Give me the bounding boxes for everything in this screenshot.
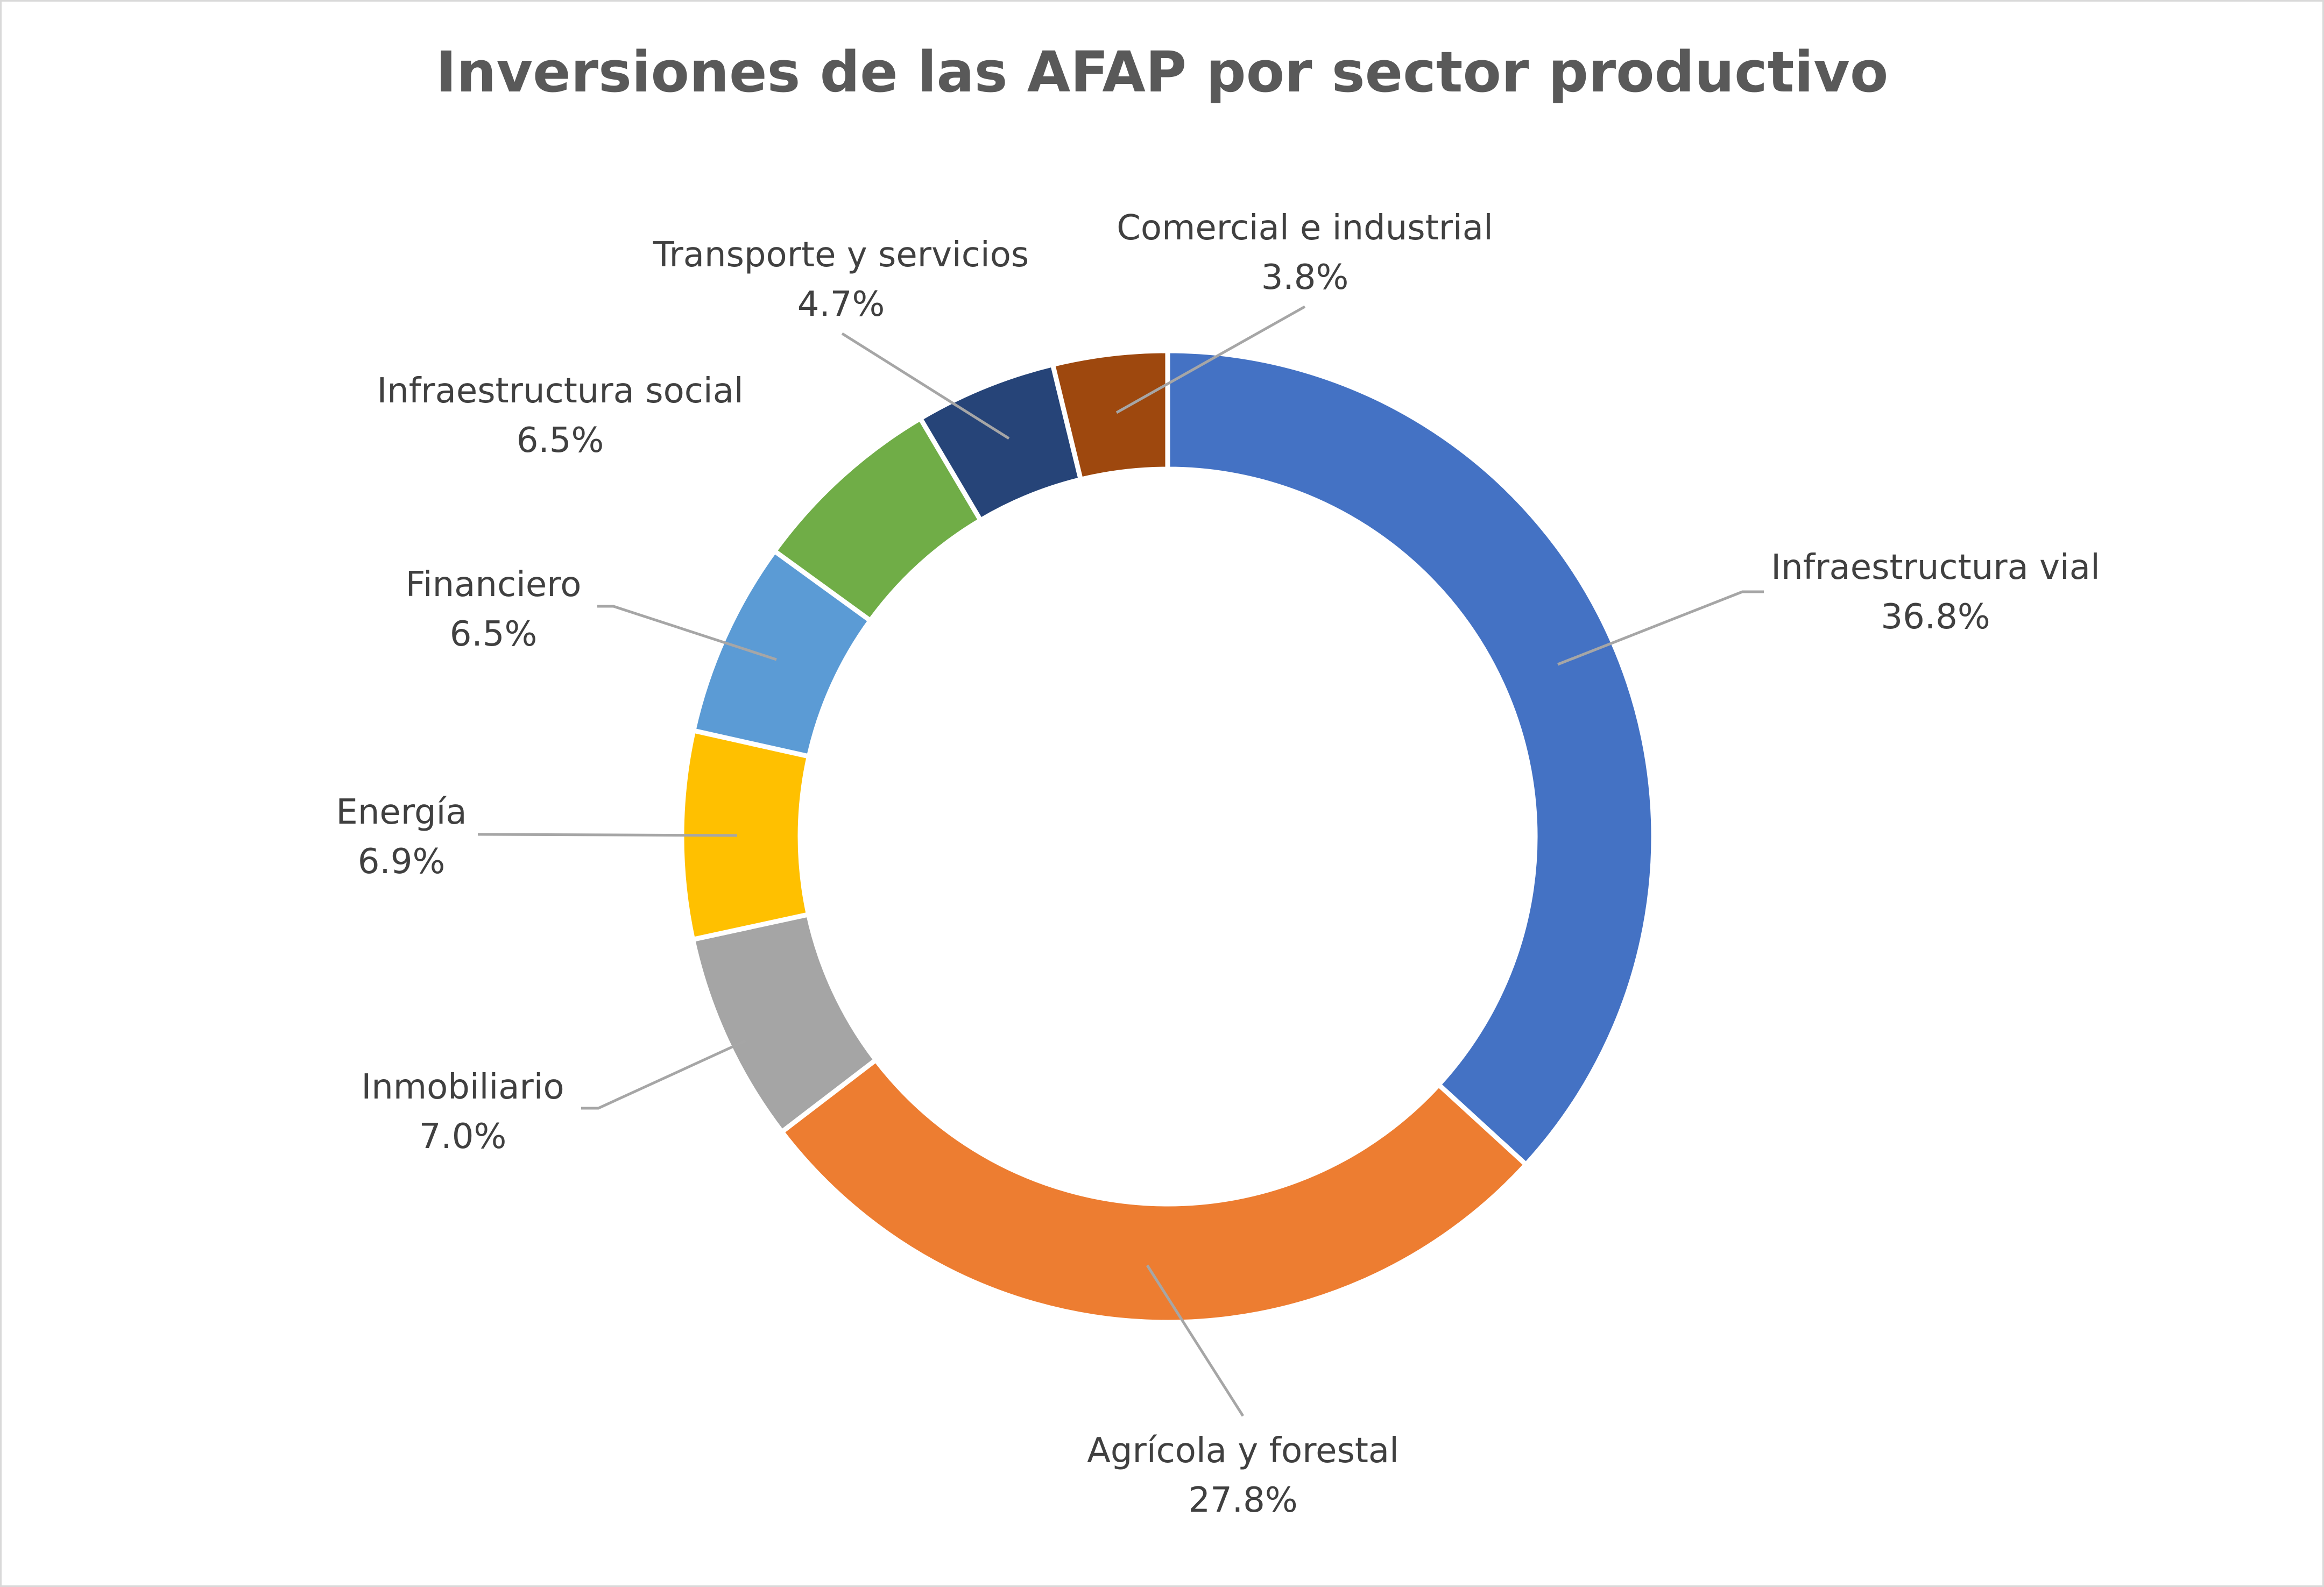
chart-title: Inversiones de las AFAP por sector produ…: [435, 39, 1889, 105]
leader-lines: [477, 305, 1764, 1417]
leader-line: [477, 833, 738, 837]
slice-label-percent: 27.8%: [1188, 1480, 1297, 1520]
slice-label-percent: 6.9%: [358, 842, 446, 882]
slice-label-percent: 7.0%: [419, 1117, 507, 1157]
slice-label-name: Infraestructura social: [377, 371, 743, 411]
slice-label-percent: 6.5%: [517, 421, 604, 460]
leader-line: [597, 605, 777, 661]
slice-infraestructura-vial: [1165, 348, 1656, 1168]
slice-label-name: Comercial e industrial: [1117, 208, 1493, 248]
leader-line: [841, 332, 1010, 440]
data-labels: Infraestructura vial 36.8% Agrícola y fore…: [336, 208, 2100, 1520]
slice-label-name: Financiero: [406, 565, 582, 605]
leader-line: [1115, 305, 1306, 414]
leader-line: [1146, 1264, 1245, 1417]
slice-label-percent: 3.8%: [1261, 258, 1349, 297]
slice-label-name: Energía: [336, 792, 467, 832]
slice-comercial-e-industrial: [1050, 348, 1170, 483]
slice-label-name: Inmobiliario: [361, 1067, 564, 1107]
donut-slices: [679, 348, 1656, 1325]
leader-line: [581, 1039, 746, 1110]
slice-label-percent: 4.7%: [797, 285, 885, 324]
slice-label-name: Infraestructura vial: [1771, 548, 2100, 587]
leader-line: [1557, 590, 1764, 666]
slice-label-percent: 6.5%: [450, 614, 538, 654]
slice-label-percent: 36.8%: [1881, 597, 1990, 637]
slice-agrícola-y-forestal: [778, 1056, 1530, 1325]
slice-label-name: Transporte y servicios: [653, 235, 1029, 275]
slice-label-name: Agrícola y forestal: [1087, 1431, 1399, 1471]
